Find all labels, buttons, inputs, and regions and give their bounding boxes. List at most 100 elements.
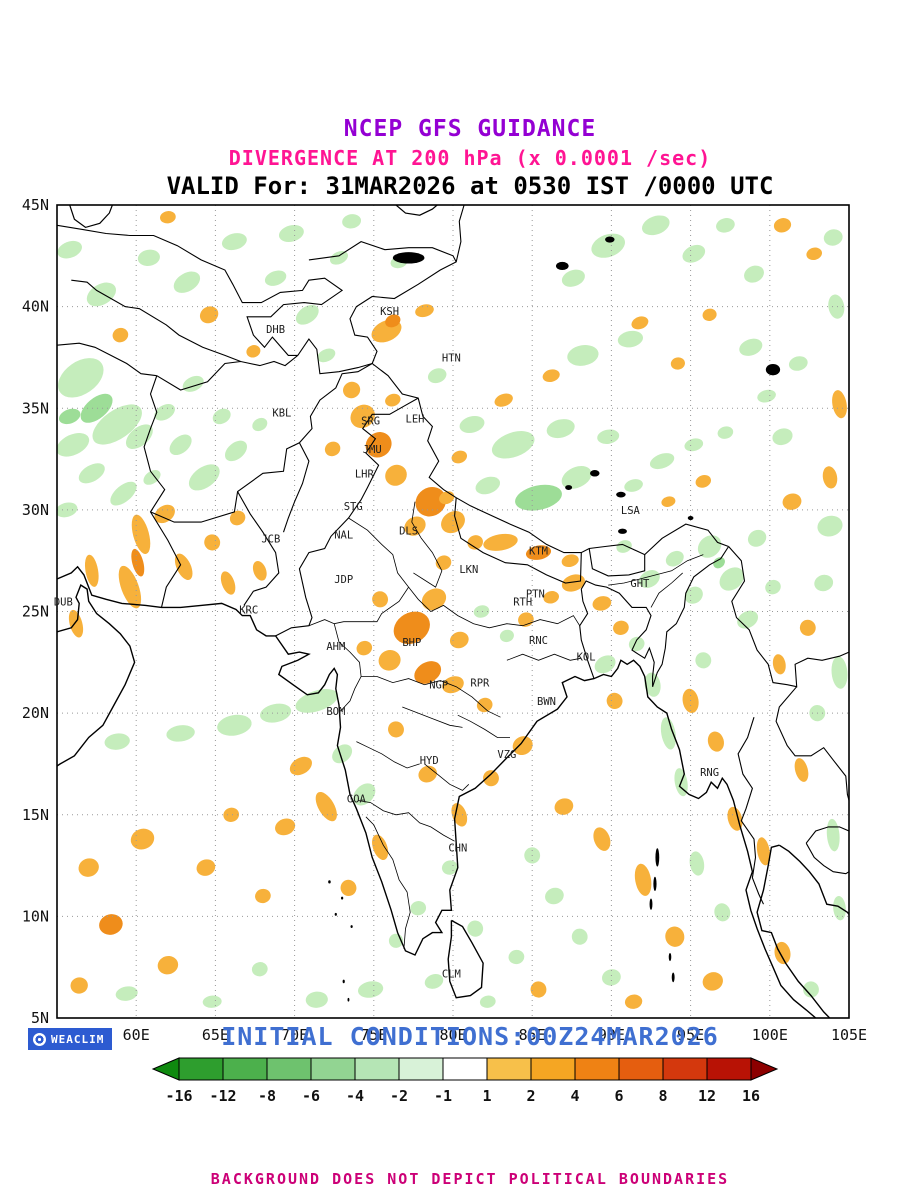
colorbar: -16 -12 -8 -6 -4 -2 -1 1 2 4 6 8 12 16 (151, 1057, 779, 1105)
lon-tick-label: 85E (519, 1026, 546, 1044)
country-border (237, 491, 280, 606)
shade-blob (518, 612, 534, 627)
shade-blob (58, 408, 81, 425)
state-boundary (608, 554, 704, 586)
shade-blob (199, 306, 219, 324)
shade-blob (833, 896, 846, 921)
shade-blob (546, 419, 575, 439)
colorbar-tick-label: 16 (742, 1087, 760, 1105)
state-boundary (650, 572, 683, 608)
shade-blob (385, 464, 407, 486)
city-label-vzg: VZG (497, 749, 516, 761)
shade-blob (57, 432, 90, 457)
shade-blob (459, 416, 485, 433)
city-label-bom: BOM (326, 706, 345, 718)
shade-blob (414, 661, 442, 684)
colorbar-segment (530, 1057, 576, 1081)
shade-blob (628, 636, 645, 652)
shade-blob (84, 554, 99, 587)
island (347, 997, 350, 1002)
shade-blob (631, 316, 649, 330)
shade-blob (744, 265, 764, 283)
city-label-rth: RTH (513, 596, 532, 608)
country-border (775, 686, 849, 801)
shade-blob (624, 479, 643, 492)
shade-blob (697, 535, 722, 558)
shade-blob (591, 233, 625, 258)
state-boundary (506, 653, 582, 661)
shade-blob (670, 357, 685, 370)
island (342, 979, 345, 984)
colorbar-tick-label: -2 (390, 1087, 408, 1105)
shade-blob (594, 655, 616, 674)
country-border (454, 497, 582, 584)
shade-blob (130, 828, 155, 850)
map-canvas: 5N10N15N20N25N30N35N40N45N55E60E65E70E75… (22, 196, 867, 1105)
shade-blob (421, 588, 447, 611)
shade-blob (332, 744, 353, 764)
city-label-bwn: BWN (537, 696, 556, 708)
lake (618, 528, 627, 534)
city-label-rpr: RPR (470, 678, 490, 690)
valid-time-title: VALID For: 31MAR2026 at 0530 IST /0000 U… (166, 172, 774, 200)
shade-blob (567, 344, 599, 366)
city-label-stg: STG (344, 501, 363, 513)
shade-blob (410, 901, 427, 916)
shade-blob (451, 803, 468, 827)
lat-tick-label: 5N (31, 1009, 49, 1027)
shade-blob (593, 827, 611, 851)
island (328, 880, 331, 884)
city-label-lsa: LSA (621, 505, 641, 517)
colorbar-tick-label: -16 (165, 1087, 192, 1105)
shade-blob (356, 640, 373, 656)
colorbar-segment (354, 1057, 400, 1081)
divergence-shading (57, 211, 848, 1009)
country-border (805, 842, 849, 875)
shade-blob (385, 393, 401, 407)
map-frame (56, 204, 850, 1019)
shade-blob (661, 496, 676, 507)
shade-blob (665, 550, 684, 567)
colorbar-tick-label: -12 (209, 1087, 236, 1105)
shade-blob (467, 535, 483, 550)
shade-blob (424, 973, 444, 989)
city-label-chn: CHN (448, 842, 467, 854)
state-boundary (457, 714, 510, 738)
shade-blob (530, 981, 547, 998)
country-border (150, 363, 373, 523)
shade-blob (278, 225, 304, 242)
colorbar-segment (662, 1057, 708, 1081)
coastline (57, 565, 817, 1018)
city-label-leh: LEH (406, 414, 425, 426)
island (341, 896, 344, 900)
city-label-dls: DLS (399, 525, 418, 537)
country-border (57, 342, 157, 377)
colorbar-segment (574, 1057, 620, 1081)
shade-blob (483, 770, 499, 787)
shade-blob (772, 428, 793, 446)
lat-tick-label: 15N (22, 806, 49, 824)
colorbar-tick-label: 12 (698, 1087, 716, 1105)
island (649, 898, 653, 910)
shade-blob (57, 502, 78, 518)
island (671, 972, 675, 983)
shade-blob (385, 314, 401, 328)
country-border (805, 826, 849, 844)
shade-blob (393, 611, 430, 645)
shade-blob (353, 783, 376, 806)
shade-blob (160, 211, 176, 224)
country-border (275, 397, 419, 637)
shade-blob (78, 858, 99, 877)
shade-blob (828, 294, 845, 319)
shade-blob (99, 914, 123, 935)
shade-blob (143, 470, 161, 485)
shade-blob (204, 534, 221, 551)
city-label-rng: RNG (700, 767, 719, 779)
lon-tick-label: 100E (752, 1026, 788, 1044)
shade-blob (561, 465, 592, 489)
colorbar-segment (310, 1057, 356, 1081)
lon-tick-label: 60E (123, 1026, 150, 1044)
state-boundary (356, 741, 420, 769)
colorbar-tick-label: 8 (658, 1087, 667, 1105)
